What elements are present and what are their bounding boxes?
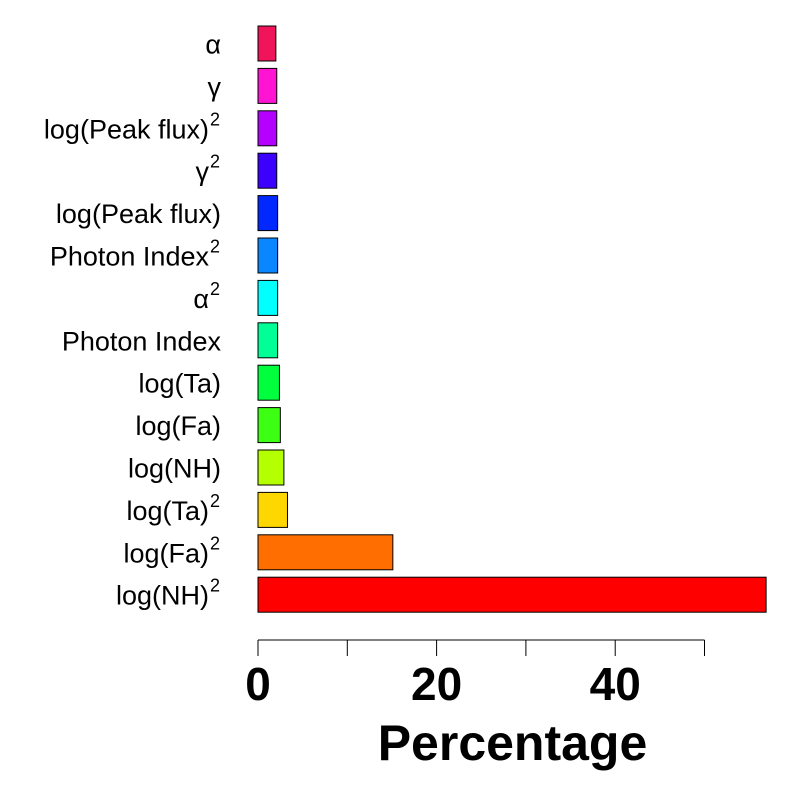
bar (257, 364, 280, 401)
bar (257, 449, 285, 486)
category-label-superscript: 2 (210, 237, 220, 257)
bar (257, 407, 281, 444)
bar (257, 322, 279, 359)
x-tick-label: 0 (245, 658, 271, 710)
bar (257, 491, 288, 528)
x-tick-label: 40 (590, 658, 641, 710)
category-label: Photon Index (50, 242, 210, 272)
bar (257, 534, 394, 571)
x-axis-title: Percentage (378, 715, 648, 771)
category-label-superscript: 2 (210, 152, 220, 172)
category-label: log(Ta) (126, 496, 209, 526)
bar (257, 110, 278, 147)
category-label: log(Fa) (135, 411, 221, 441)
x-tick-label: 20 (411, 658, 462, 710)
category-label: log(Ta) (138, 369, 221, 399)
category-label-superscript: 2 (210, 576, 220, 596)
category-label: log(NH) (128, 454, 221, 484)
x-axis: 0 20 40 (245, 639, 705, 710)
category-label-superscript: 2 (210, 491, 220, 511)
category-label: α (193, 284, 209, 314)
bar (257, 576, 767, 613)
category-label-superscript: 2 (210, 533, 220, 553)
category-label: log(Peak flux) (44, 114, 209, 144)
bars-group (257, 25, 767, 613)
category-label-superscript: 2 (210, 109, 220, 129)
category-label-superscript: 2 (210, 279, 220, 299)
category-label: γ (208, 72, 222, 102)
bar (257, 152, 278, 189)
category-label: log(Fa) (123, 538, 209, 568)
bar (257, 25, 277, 62)
category-label: α (205, 30, 221, 60)
category-label: log(Peak flux) (56, 199, 221, 229)
bar (257, 195, 279, 232)
category-label: log(NH) (116, 581, 209, 611)
category-label: γ (196, 157, 210, 187)
bar (257, 237, 279, 274)
bar (257, 279, 279, 316)
bar (257, 67, 278, 104)
category-label: Photon Index (62, 326, 222, 356)
